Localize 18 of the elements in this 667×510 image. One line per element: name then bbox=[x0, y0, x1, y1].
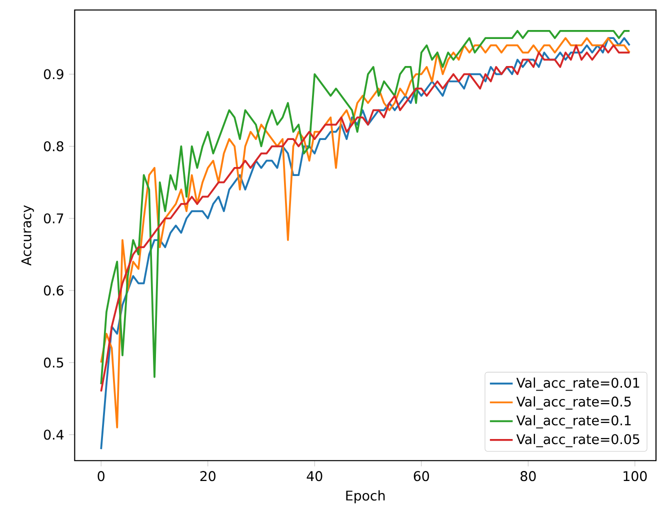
y-axis-title: Accuracy bbox=[21, 205, 34, 266]
y-tick-label: 0.8 bbox=[44, 141, 64, 152]
y-tick-label: 0.5 bbox=[44, 358, 64, 368]
y-tick-label: 0.6 bbox=[44, 285, 64, 296]
legend-label: Val_acc_rate=0.1 bbox=[516, 415, 631, 428]
y-tick-label: 0.4 bbox=[44, 430, 64, 440]
y-tick-label: 0.9 bbox=[44, 69, 64, 80]
x-tick-label: 80 bbox=[520, 471, 536, 482]
x-tick-label: 60 bbox=[414, 471, 429, 482]
x-tick-label: 0 bbox=[98, 471, 104, 482]
y-tick-label: 0.7 bbox=[44, 213, 64, 224]
legend-label: Val_acc_rate=0.05 bbox=[516, 434, 640, 448]
legend-label: Val_acc_rate=0.5 bbox=[516, 396, 631, 410]
x-tick-label: 20 bbox=[200, 471, 216, 482]
legend-label: Val_acc_rate=0.01 bbox=[516, 378, 640, 391]
x-tick-label: 100 bbox=[624, 471, 647, 482]
x-tick-label: 40 bbox=[306, 471, 322, 482]
x-axis-title: Epoch bbox=[346, 490, 385, 504]
